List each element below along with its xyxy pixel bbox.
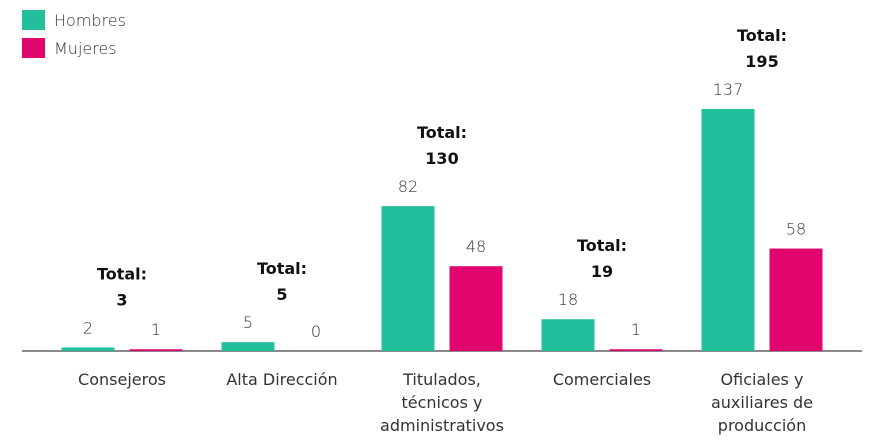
legend-label: Hombres	[54, 11, 126, 30]
legend-swatch	[22, 38, 45, 58]
total-label tot: Total:	[417, 123, 467, 142]
total-value: 3	[116, 290, 127, 309]
category-label: Comerciales	[552, 370, 652, 389]
value-label: 82	[398, 177, 418, 196]
legend-swatch	[22, 10, 45, 30]
bar	[609, 349, 663, 351]
bar	[61, 347, 115, 351]
total-value: 5	[276, 285, 287, 304]
value-label: 48	[466, 237, 486, 256]
value-label: 18	[558, 290, 578, 309]
bar	[129, 349, 183, 351]
legend-label: Mujeres	[54, 39, 117, 58]
total-label tot: Total:	[257, 259, 307, 278]
bar	[541, 319, 595, 351]
category-label: Titulados, técnicos y administrativos	[380, 370, 504, 435]
total-value: 19	[591, 262, 613, 281]
value-label: 58	[786, 220, 806, 239]
category-label: Oficiales y auxiliares de producción	[710, 370, 814, 435]
bar	[381, 206, 435, 351]
bar	[221, 342, 275, 351]
value-label: 5	[243, 313, 253, 332]
total-label tot: Total:	[577, 236, 627, 255]
category-label: Consejeros	[78, 370, 166, 389]
value-label: 0	[311, 322, 321, 341]
value-label: 2	[83, 318, 93, 337]
total-label tot: Total:	[97, 264, 147, 283]
value-label: 137	[713, 80, 744, 99]
total-value: 130	[425, 149, 458, 168]
bar	[769, 248, 823, 351]
total-value: 195	[745, 52, 778, 71]
category-label: Alta Dirección	[226, 370, 338, 389]
bar	[449, 266, 503, 351]
total-label tot: Total:	[737, 26, 787, 45]
value-label: 1	[151, 320, 161, 339]
bar	[701, 109, 755, 351]
value-label: 1	[631, 320, 641, 339]
